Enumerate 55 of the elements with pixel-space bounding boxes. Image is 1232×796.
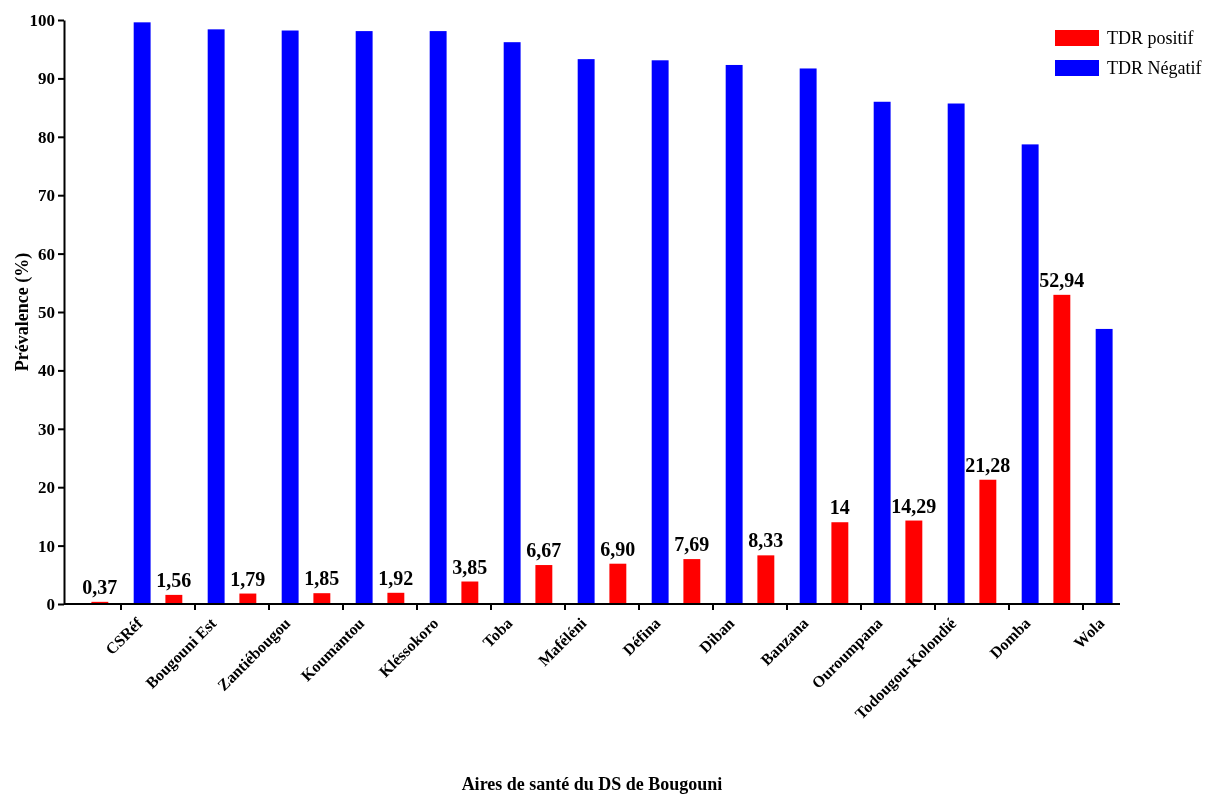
data-label: 52,94	[1039, 268, 1085, 291]
x-axis-title: Aires de santé du DS de Bougouni	[461, 774, 723, 794]
y-tick-label: 100	[29, 10, 55, 30]
y-tick-label: 60	[38, 244, 55, 264]
data-label: 3,85	[452, 555, 488, 578]
bar	[873, 101, 891, 604]
data-label: 6,67	[526, 539, 562, 562]
bar	[281, 30, 299, 604]
data-label: 1,92	[378, 566, 414, 589]
bar	[207, 29, 225, 604]
bar	[651, 60, 669, 604]
bar	[1095, 328, 1113, 604]
data-label: 1,85	[304, 567, 340, 590]
bar	[609, 563, 627, 604]
bar	[133, 22, 151, 604]
bar	[577, 59, 595, 604]
y-tick-label: 0	[46, 594, 55, 614]
bar	[831, 522, 849, 604]
bar	[757, 555, 775, 604]
bar	[905, 520, 923, 604]
data-label: 0,37	[82, 575, 118, 598]
y-tick-label: 30	[38, 419, 55, 439]
data-label: 8,33	[748, 529, 784, 552]
y-tick-label: 20	[38, 478, 55, 498]
y-tick-label: 80	[38, 127, 55, 147]
bar	[429, 31, 447, 604]
data-label: 6,90	[600, 537, 636, 560]
legend-label: TDR Négatif	[1107, 58, 1202, 78]
x-tick-label: Toba	[479, 614, 516, 651]
y-tick-label: 10	[38, 536, 55, 556]
y-tick-label: 70	[38, 186, 55, 206]
bar	[535, 565, 553, 604]
data-label: 14,29	[891, 494, 937, 517]
x-tick-label: Wola	[1070, 614, 1108, 652]
bar	[947, 103, 965, 604]
bar	[1053, 294, 1071, 604]
bar	[1021, 144, 1039, 604]
data-label: 7,69	[674, 533, 710, 556]
y-tick-label: 90	[38, 69, 55, 89]
bar	[799, 68, 817, 604]
bar	[683, 559, 701, 604]
bar	[355, 31, 373, 604]
bar	[979, 479, 997, 604]
bar	[461, 581, 479, 604]
data-label: 1,79	[230, 567, 266, 590]
data-label: 21,28	[965, 453, 1011, 476]
data-label: 14	[829, 496, 850, 519]
y-tick-label: 50	[38, 302, 55, 322]
y-tick-label: 40	[38, 361, 55, 381]
data-label: 1,56	[156, 568, 192, 591]
bar	[313, 593, 331, 604]
legend-label: TDR positif	[1107, 28, 1194, 48]
bar	[503, 42, 521, 604]
y-axis-title: Prévalence (%)	[12, 252, 33, 372]
bar	[725, 64, 743, 604]
